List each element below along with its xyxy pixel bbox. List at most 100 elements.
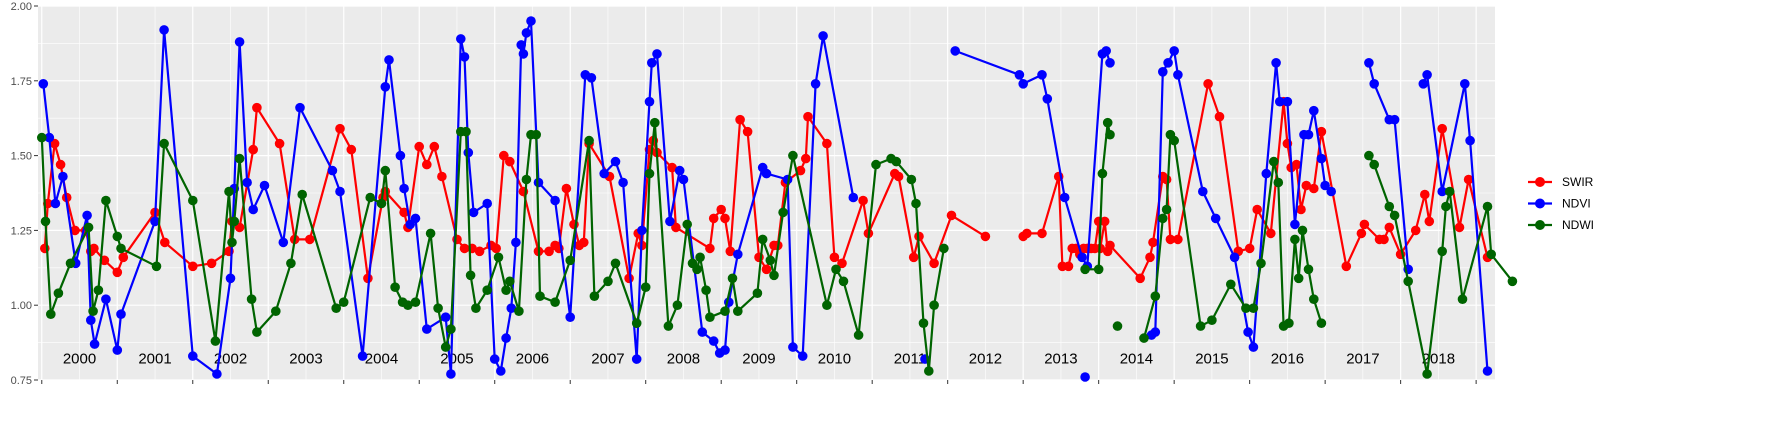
swir-point (346, 144, 357, 155)
swir-point (1296, 204, 1306, 215)
ndwi-point (565, 255, 575, 266)
swir-point (1252, 204, 1262, 215)
ndvi-point (1271, 58, 1281, 68)
swir-point (1145, 252, 1155, 263)
swir-point (1410, 225, 1421, 236)
ndvi-point (410, 213, 421, 224)
ndwi-point (286, 258, 296, 269)
ndvi-point (1275, 96, 1285, 107)
swir-point (946, 210, 957, 221)
ndwi-point (1112, 321, 1123, 331)
ndwi-point (663, 321, 674, 331)
ndwi-point (1482, 201, 1493, 212)
ndvi-point (720, 345, 730, 355)
swir-point (55, 159, 66, 170)
ndvi-point (788, 342, 798, 352)
swir-point (716, 204, 726, 215)
year-label: 2015 (1195, 351, 1228, 368)
ndvi-point (1037, 70, 1047, 80)
ndwi-point (631, 318, 642, 329)
ndwi-point (1293, 273, 1304, 284)
y-tick-label: 0.75 (11, 375, 32, 387)
ndvi-point (501, 333, 511, 343)
year-label: 2010 (818, 351, 851, 368)
swir-point (1359, 219, 1370, 230)
ndwi-point (589, 291, 600, 302)
ndvi-point (489, 354, 500, 364)
ndvi-point (278, 237, 289, 248)
ndvi-point (159, 25, 169, 35)
ndwi-point (93, 285, 104, 296)
ndvi-point (526, 16, 536, 26)
ndvi-point (112, 345, 123, 355)
ndvi-point (86, 315, 96, 326)
ndwi-point (1457, 294, 1468, 305)
ndvi-point (1077, 252, 1087, 263)
ndvi-point (644, 96, 655, 107)
ndwi-point (682, 219, 692, 230)
ndwi-point (1303, 264, 1314, 275)
ndwi-point (271, 306, 281, 317)
ndvi-point (395, 150, 406, 161)
ndvi-point (463, 147, 474, 158)
ndwi-point (695, 252, 705, 263)
ndwi-point (1364, 150, 1374, 161)
ndwi-point (906, 174, 917, 185)
ndvi-point (58, 171, 68, 182)
ndvi-point (335, 186, 345, 197)
ndwi-point (229, 216, 240, 227)
ndvi-point (599, 168, 609, 179)
ndwi-point (701, 285, 711, 296)
ndwi-point (778, 207, 788, 218)
swir-point (1099, 216, 1110, 227)
ndwi-point (1389, 210, 1400, 221)
ndwi-line (1142, 133, 1323, 339)
swir-point (1379, 234, 1389, 245)
ndwi-point (380, 165, 391, 176)
ndvi-point (468, 207, 479, 218)
ndwi-point (535, 291, 545, 302)
series-layer (37, 16, 1518, 382)
legend-ndwi-label: NDWI (1562, 218, 1594, 232)
ndwi-point (610, 258, 621, 269)
swir-point (1356, 228, 1367, 239)
ndwi-point (1080, 264, 1090, 275)
ndvi-point (1101, 46, 1111, 56)
ndvi-point (482, 198, 493, 209)
swir-point (459, 243, 470, 254)
ndwi-point (40, 216, 51, 227)
ndwi-point (1290, 234, 1300, 245)
ndvi-point (1290, 219, 1300, 230)
ndwi-point (1150, 291, 1161, 302)
ndwi-point (1384, 201, 1395, 212)
ndvi-point (1437, 186, 1447, 197)
swir-point (761, 264, 772, 275)
ndvi-point (1080, 372, 1090, 382)
axes: 0.75 1.00 1.25 1.50 1.75 2.00 (11, 1, 1477, 387)
ndvi-point (116, 309, 126, 320)
ndvi-point (44, 132, 55, 143)
swir-point (667, 162, 677, 173)
ndvi-point (665, 216, 675, 227)
swir-point (544, 246, 554, 257)
ndvi-point (631, 354, 642, 364)
ndvi-point (1303, 129, 1314, 140)
ndwi-point (584, 135, 594, 146)
ndwi-point (1105, 129, 1115, 140)
ndvi-point (380, 82, 391, 92)
y-tick-label: 1.50 (11, 151, 32, 163)
ndwi-point (733, 306, 743, 317)
ndwi-point (88, 306, 98, 317)
ndvi-point (761, 168, 772, 179)
ndvi-point (797, 351, 808, 361)
ndvi-point (1248, 342, 1259, 352)
swir-point (742, 126, 753, 137)
year-label: 2000 (63, 351, 96, 368)
year-labels: 2000 2001 2002 2003 2004 2005 2006 2007 2008 2009… (63, 351, 1455, 368)
swir-point (437, 171, 447, 182)
ndwi-point (924, 366, 934, 376)
ndvi-point (456, 34, 466, 44)
ndwi-point (1507, 276, 1518, 287)
ndwi-point (1139, 333, 1149, 343)
swir-point (561, 183, 572, 194)
